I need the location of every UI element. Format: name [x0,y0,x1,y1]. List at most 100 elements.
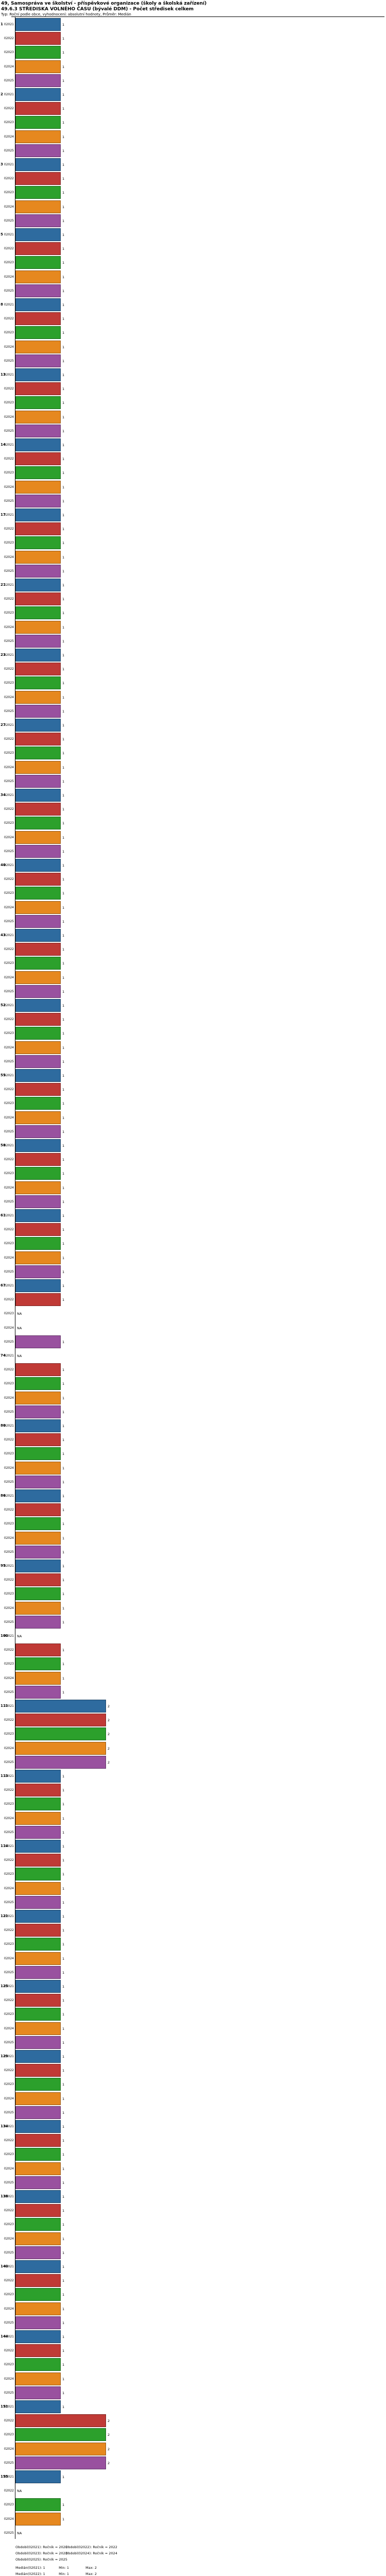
bar-row: 02024 1 [0,2512,386,2526]
bar-row: 02024 1 [0,60,386,74]
period-label: 02023 [4,2293,14,2296]
bar [15,1896,61,1909]
period-label: 02025 [4,1410,14,1414]
bar-row: 02022 1 [0,1993,386,2007]
value-label: 1 [62,233,65,237]
chart-area: 1 02021 1 02022 1 02023 1 02024 1 02025 1 2 02021 1 02… [0,16,386,2540]
bar-row: 02025 1 [0,354,386,368]
value-label: 1 [62,1200,65,1204]
bar-row: 02022 1 [0,452,386,466]
bar [15,901,61,914]
bar [15,1433,61,1446]
bar [15,2443,106,2455]
bar [15,18,61,31]
value-label: 2 [108,1760,110,1765]
value-label: 1 [62,1466,65,1470]
value-label: 1 [62,261,65,265]
bar-row: 8 02021 1 [0,298,386,312]
bar [15,592,61,605]
period-label: 02022 [4,1718,14,1722]
bar-row: 02023 1 [0,1797,386,1811]
period-label: 02025 [4,639,14,643]
value-label: 1 [62,1298,65,1302]
bar [15,1966,61,1979]
bar-row: 02024 1 [0,480,386,494]
value-label: 1 [62,1438,65,1442]
period-label: 02022 [4,1648,14,1652]
period-label: 02023 [4,961,14,965]
bar [15,649,61,662]
bar-row: 100 02021 NA [0,1629,386,1643]
bar-row: 02025 1 [0,914,386,928]
group-id-label: 34 [1,793,6,797]
value-label: 1 [62,2265,65,2269]
legend: Období(02021): Ročník = 2021 Období(0202… [15,2544,117,2576]
value-label: 1 [62,149,65,153]
period-label: 02024 [4,1186,14,1190]
group-id-label: 61 [1,1213,6,1217]
legend-period-02024: Období(02024): Ročník = 2024 [65,2551,117,2555]
value-label: 1 [62,723,65,727]
value-label: 1 [62,1844,65,1849]
period-label: 02025 [4,1060,14,1063]
period-label: 02024 [4,1046,14,1049]
bar-row: 02022 NA [0,2484,386,2498]
value-label: 1 [62,1382,65,1386]
value-label: 1 [62,2363,65,2367]
bar [15,2386,61,2399]
value-label: 1 [62,751,65,755]
period-label: 02021 [4,163,14,166]
bar [15,1055,61,1068]
bar [15,396,61,409]
bar [15,46,61,59]
value-label: 1 [62,135,65,139]
bar [15,887,61,900]
value-label: 1 [62,1620,65,1624]
bar [15,943,61,956]
bar-row: 13 02021 1 [0,368,386,382]
value-label: 1 [62,2251,65,2255]
bar-row: 02022 1 [0,942,386,956]
bar [15,1181,61,1194]
bar [15,2078,61,2091]
period-label: 02024 [4,555,14,559]
bar-row: 02022 1 [0,1223,386,1236]
period-label: 02021 [4,513,14,517]
bar [15,1013,61,1026]
legend-period-02022: Období(02022): Ročník = 2022 [65,2545,117,2549]
period-label: 02024 [4,906,14,909]
bar [15,1573,61,1586]
legend-period-row: Období(02023): Ročník = 2023 Období(0202… [15,2550,117,2556]
period-label: 02025 [4,149,14,152]
group-id-label: 43 [1,933,6,937]
value-label: 1 [62,1648,65,1652]
bar [15,1265,61,1278]
period-label: 02024 [4,1887,14,1890]
bar-row: 02025 2 [0,1755,386,1769]
value-label: 1 [62,1452,65,1456]
bar [15,1546,61,1558]
value-label: 1 [62,1550,65,1554]
group-id-label: 14 [1,443,6,447]
bar-row: 02024 1 [0,2372,386,2386]
period-label: 02024 [4,1116,14,1120]
value-label: 1 [62,2349,65,2353]
bar [15,2400,61,2413]
period-label: 02021 [4,723,14,727]
value-label: 2 [108,1718,110,1722]
period-label: 02022 [4,2069,14,2072]
bar [15,425,61,437]
bar-row: 02023 1 [0,886,386,900]
bar-row: 02025 1 [0,1475,386,1489]
bar [15,1980,61,1993]
value-label: 1 [62,1031,65,1036]
bar-row: 02024 1 [0,1251,386,1265]
bar-row: 02025 NA [0,2526,386,2540]
bar [15,1560,61,1572]
bar-row: 02023 1 [0,1236,386,1250]
period-label: 02024 [4,625,14,629]
value-label: 1 [62,359,65,363]
period-label: 02022 [4,1438,14,1442]
bar [15,1700,106,1713]
bar [15,1476,61,1488]
